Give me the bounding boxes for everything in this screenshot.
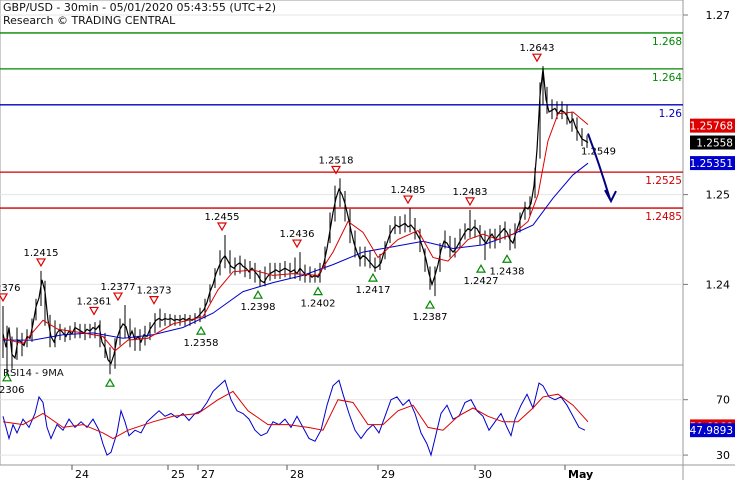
x-tick-label: 28: [290, 468, 304, 480]
rsi-badge-label: 47.9893: [690, 425, 733, 437]
swing-high-label: 1.2485: [391, 185, 426, 196]
swing-high-label: 1.2643: [520, 43, 555, 54]
rsi-ma-line: [2, 390, 589, 440]
x-tick-label: May: [568, 468, 593, 480]
moving-averages: [2, 111, 589, 352]
swing-high-label: 1.2376: [0, 283, 21, 294]
price-badge: [690, 118, 735, 133]
swing-high-label: 1.2436: [280, 229, 315, 240]
swing-high-label: 1.2455: [205, 212, 240, 223]
rsi-lines: [2, 379, 589, 457]
ma-slow-line: [3, 162, 589, 341]
resistance-marker-icon: [216, 222, 228, 232]
y-tick-label: 1.24: [706, 278, 731, 291]
support-marker-icon: [501, 254, 513, 263]
rsi-y-tick-label: 70: [716, 394, 730, 407]
ma-fast-line: [2, 111, 589, 352]
swing-low-label: 1.2306: [0, 385, 25, 396]
swing-low-label: 1.2427: [464, 276, 499, 287]
resistance-marker-icon: [88, 306, 100, 316]
rsi-y-tick-label: 30: [716, 449, 730, 462]
resistance-marker-icon: [402, 195, 414, 205]
support-marker-icon: [195, 325, 207, 335]
price-badge: [690, 135, 735, 150]
swing-low-label: 1.2438: [490, 266, 525, 277]
price-badge-label: 1.2558: [696, 138, 733, 150]
price-badge: [690, 156, 735, 171]
projection-arrow: [587, 133, 617, 204]
swing-low-label: 1.2358: [184, 338, 219, 349]
price-badge-label: 1.25351: [690, 158, 733, 170]
support-marker-icon: [252, 289, 264, 299]
resistance-marker-icon: [35, 258, 47, 268]
support-marker-icon: [424, 299, 436, 309]
swing-high-label: 1.2518: [319, 155, 354, 166]
level-label: 1.2525: [645, 175, 682, 187]
resistance-marker-icon: [0, 293, 9, 303]
support-marker-icon: [312, 286, 324, 296]
rsi-y-axis: 70 30: [683, 394, 730, 462]
support-marker-icon: [104, 377, 116, 387]
y-tick-label: 1.27: [706, 9, 731, 22]
note-label: 1.2549: [581, 147, 616, 158]
swing-high-label: 1.2415: [24, 248, 59, 259]
support-marker-icon: [367, 272, 379, 282]
level-label: 1.2485: [645, 211, 682, 223]
price-badge-label: 1.25768: [690, 121, 733, 133]
rsi-line: [2, 379, 586, 457]
arrow-head-icon: [604, 189, 617, 204]
x-tick-label: 29: [381, 468, 395, 480]
x-tick-label: 24: [75, 468, 89, 480]
x-tick-label: 30: [478, 468, 492, 480]
x-tick-label: 25: [171, 468, 185, 480]
swing-high-label: 1.2377: [101, 282, 136, 293]
swing-low-label: 1.2387: [413, 312, 448, 323]
swing-low-label: 1.2402: [301, 299, 336, 310]
rsi-badge: [690, 423, 735, 438]
chart-title: GBP/USD - 30min - 05/01/2020 05:43:55 (U…: [3, 1, 276, 14]
level-label: 1.26: [659, 108, 683, 120]
chart-subtitle: Research © TRADING CENTRAL: [3, 14, 176, 27]
level-label: 1.264: [652, 72, 682, 84]
resistance-marker-icon: [464, 197, 476, 207]
swing-high-label: 1.2483: [453, 187, 488, 198]
level-label: 1.268: [652, 36, 682, 48]
swing-high-label: 1.2373: [137, 286, 172, 297]
resistance-marker-icon: [148, 296, 160, 305]
arrow-shaft: [587, 133, 611, 200]
level-lines: 1.268 1.264 1.26 1.2525 1.2485: [0, 32, 683, 223]
resistance-marker-icon: [330, 165, 342, 175]
rsi-panel-label: RSI14 - 9MA: [3, 368, 64, 379]
rsi-grid: [0, 399, 683, 456]
resistance-marker-icon: [291, 239, 303, 249]
swing-low-label: 1.2398: [241, 302, 276, 313]
y-tick-label: 1.25: [706, 189, 731, 202]
support-marker-icon: [475, 263, 487, 273]
swing-low-label: 1.2417: [356, 285, 391, 296]
swing-high-label: 1.2361: [77, 296, 112, 307]
support-marker-icon: [1, 372, 13, 382]
price-y-axis: 1.27 1.25 1.24: [683, 9, 730, 291]
resistance-marker-icon: [531, 53, 543, 63]
x-tick-label: 27: [201, 468, 215, 480]
resistance-marker-icon: [112, 292, 124, 302]
time-x-axis: 24 25 27 28 29 30 May: [71, 465, 593, 480]
